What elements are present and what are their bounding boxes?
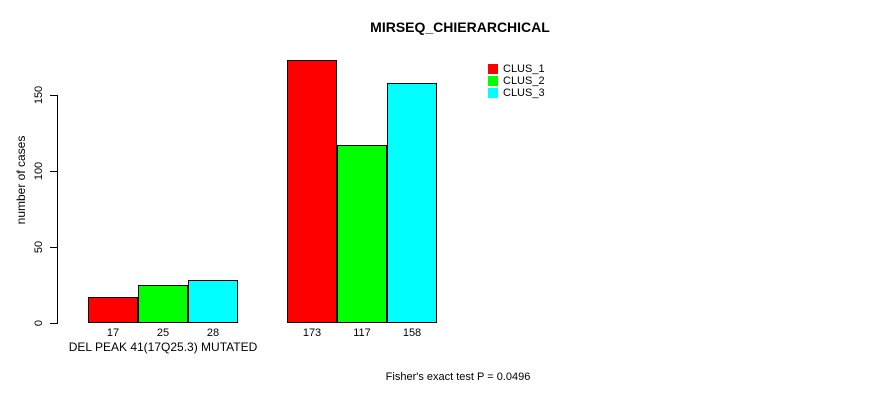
bar-clus_2 (337, 145, 387, 323)
legend: CLUS_1 CLUS_2 CLUS_3 (488, 63, 545, 99)
y-tick-label: 150 (33, 85, 45, 105)
x-group-label: DEL PEAK 41(17Q25.3) MUTATED (68, 340, 258, 354)
bar-clus_2 (138, 285, 188, 323)
bar-value-label: 173 (302, 327, 322, 339)
y-tick-label: 0 (33, 319, 45, 327)
y-tick (50, 95, 57, 96)
legend-row: CLUS_1 (488, 63, 545, 75)
y-tick-label: 100 (33, 161, 45, 181)
annotation-fisher-test: Fisher's exact test P = 0.0496 (385, 371, 531, 383)
y-axis-label: number of cases (14, 135, 28, 225)
chart-title: MIRSEQ_CHIERARCHICAL (370, 19, 550, 35)
bar-clus_1 (287, 60, 337, 323)
legend-label: CLUS_3 (503, 87, 545, 99)
y-axis-line (57, 95, 58, 324)
legend-swatch-clus_3 (488, 88, 498, 98)
legend-row: CLUS_2 (488, 75, 545, 87)
bar-clus_3 (188, 280, 238, 323)
y-tick-label: 50 (33, 240, 45, 254)
legend-label: CLUS_1 (503, 63, 545, 75)
legend-swatch-clus_2 (488, 76, 498, 86)
y-tick (50, 247, 57, 248)
bar-clus_3 (387, 83, 437, 323)
bar-clus_1 (88, 297, 138, 323)
bar-value-label: 158 (402, 327, 422, 339)
bar-value-label: 28 (206, 327, 220, 339)
y-tick (50, 171, 57, 172)
legend-label: CLUS_2 (503, 75, 545, 87)
legend-swatch-clus_1 (488, 64, 498, 74)
bar-value-label: 117 (353, 327, 371, 339)
bar-value-label: 25 (156, 327, 170, 339)
bar-value-label: 17 (106, 327, 120, 339)
legend-row: CLUS_3 (488, 87, 545, 99)
y-tick (50, 323, 57, 324)
